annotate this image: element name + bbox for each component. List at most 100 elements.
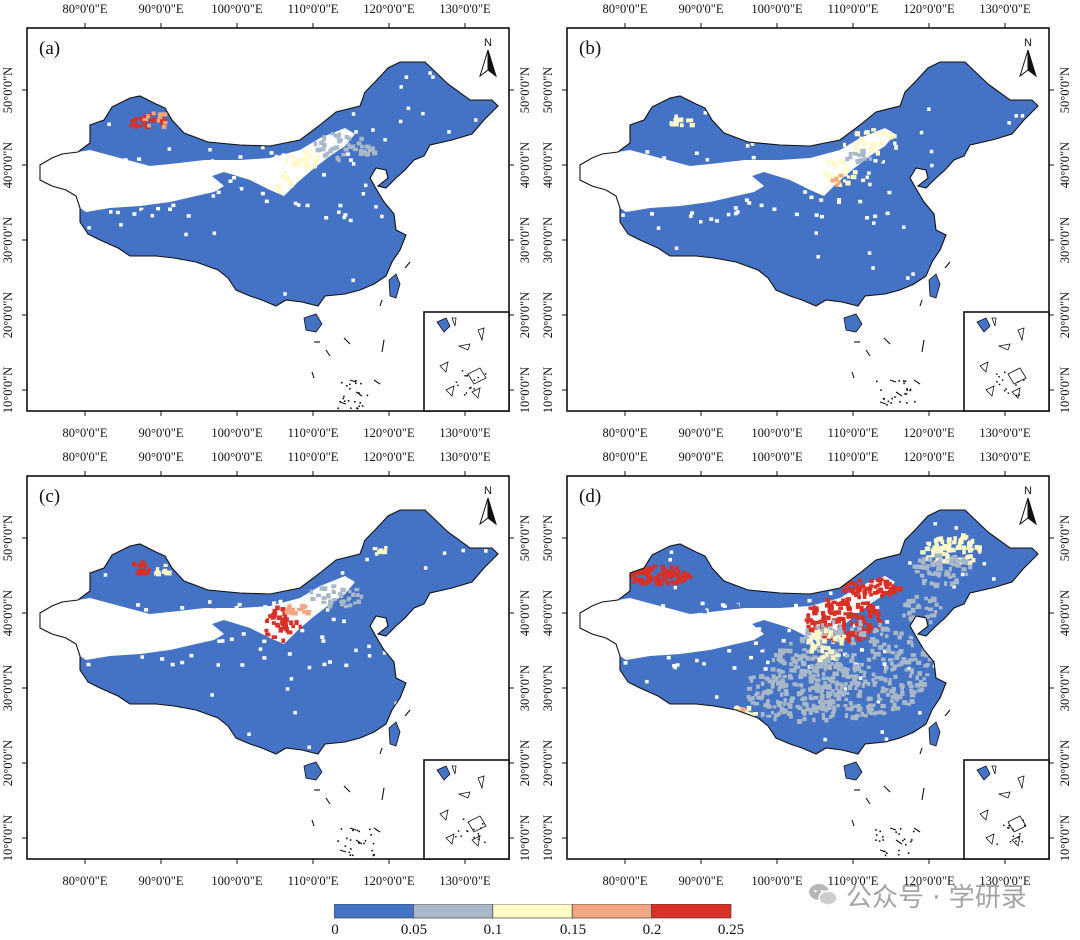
data-cell xyxy=(861,140,867,146)
island-dot xyxy=(998,376,1000,378)
data-cell xyxy=(855,713,860,718)
sea-boundary xyxy=(355,391,363,397)
nodata-cell xyxy=(351,162,356,166)
inset-island xyxy=(457,791,471,799)
data-cell xyxy=(808,670,813,676)
data-cell xyxy=(809,697,814,701)
data-cell xyxy=(878,141,884,147)
data-cell xyxy=(872,656,877,660)
nodata-cell xyxy=(747,201,752,205)
nodata-cell xyxy=(885,620,890,624)
data-cell xyxy=(849,702,854,706)
data-cell xyxy=(346,142,351,147)
nodata-cell xyxy=(673,585,678,590)
nodata-cell xyxy=(421,111,425,116)
sea-boundary xyxy=(889,827,897,831)
data-cell xyxy=(799,671,804,675)
nodata-cell xyxy=(189,653,194,658)
data-cell xyxy=(936,553,941,559)
nodata-cell xyxy=(344,196,349,200)
data-cell xyxy=(834,680,839,686)
color-legend: 0 0.05 0.1 0.15 0.2 0.25 xyxy=(331,903,744,938)
nodata-cell xyxy=(908,561,912,565)
nodata-cell xyxy=(772,207,777,211)
data-cell xyxy=(841,598,846,604)
lon-tick-label-top: 90°0'0"E xyxy=(139,2,184,16)
data-cell xyxy=(356,141,362,146)
data-cell xyxy=(867,147,873,151)
data-cell xyxy=(873,639,878,643)
sea-boundary xyxy=(883,785,891,793)
lat-tick-label-left: 20°0'0"N xyxy=(1,292,15,338)
data-cell xyxy=(831,689,835,693)
data-cell xyxy=(137,563,143,568)
taiwan-island xyxy=(388,721,401,747)
nodata-cell xyxy=(814,213,819,217)
sea-boundary xyxy=(895,839,903,845)
data-cell xyxy=(920,550,926,555)
data-cell xyxy=(348,603,353,608)
island-dot xyxy=(878,840,881,842)
nodata-cell xyxy=(156,206,161,211)
data-cell xyxy=(871,128,877,132)
data-cell xyxy=(797,692,801,697)
nodata-cell xyxy=(342,619,346,624)
sea-boundary xyxy=(913,827,921,833)
nodata-cell xyxy=(873,648,878,652)
nodata-cell xyxy=(732,666,737,670)
nodata-cell xyxy=(171,203,176,208)
data-cell xyxy=(904,667,909,672)
data-cell xyxy=(781,648,786,653)
data-cell xyxy=(850,174,857,180)
sea-boundary xyxy=(355,839,363,845)
data-cell xyxy=(825,159,831,164)
data-cell xyxy=(134,124,138,129)
nodata-cell xyxy=(262,656,267,660)
data-cell xyxy=(824,631,828,635)
data-cell xyxy=(888,658,894,662)
nodata-cell xyxy=(787,628,791,633)
data-cell xyxy=(926,555,932,559)
data-cell xyxy=(849,659,855,663)
nodata-cell xyxy=(346,152,351,156)
island-dot xyxy=(895,831,897,833)
data-cell xyxy=(633,576,637,581)
data-cell xyxy=(744,710,749,715)
lat-tick-label-right: 40°0'0"N xyxy=(518,142,532,188)
data-cell xyxy=(859,136,864,142)
data-cell xyxy=(801,654,807,659)
nodata-cell xyxy=(343,626,348,630)
inset-island xyxy=(467,367,487,385)
sea-boundary xyxy=(879,849,887,853)
data-cell xyxy=(840,668,845,672)
inset-island xyxy=(985,833,995,845)
data-cell xyxy=(291,154,296,159)
data-cell xyxy=(881,686,885,692)
data-cell xyxy=(916,603,921,608)
data-cell xyxy=(856,153,862,157)
data-cell xyxy=(776,668,781,673)
data-cell xyxy=(934,602,939,607)
nodata-cell xyxy=(262,639,267,644)
data-cell xyxy=(770,684,775,689)
data-cell xyxy=(291,163,296,168)
data-cell xyxy=(852,151,858,156)
data-cell xyxy=(885,590,890,595)
data-cell xyxy=(645,569,651,575)
data-cell xyxy=(849,681,854,687)
data-cell xyxy=(855,131,860,136)
nodata-cell xyxy=(887,190,892,195)
data-cell xyxy=(867,586,873,591)
data-cell xyxy=(856,590,861,595)
data-cell xyxy=(810,620,815,625)
data-cell xyxy=(789,668,794,673)
nodata-cell xyxy=(160,657,165,661)
data-cell xyxy=(788,704,793,709)
data-cell xyxy=(820,690,824,696)
data-cell xyxy=(837,689,843,693)
inset-island xyxy=(477,327,485,342)
nodata-cell xyxy=(807,598,812,603)
data-cell xyxy=(856,604,860,609)
island-dot xyxy=(461,370,464,372)
data-cell xyxy=(940,546,945,551)
